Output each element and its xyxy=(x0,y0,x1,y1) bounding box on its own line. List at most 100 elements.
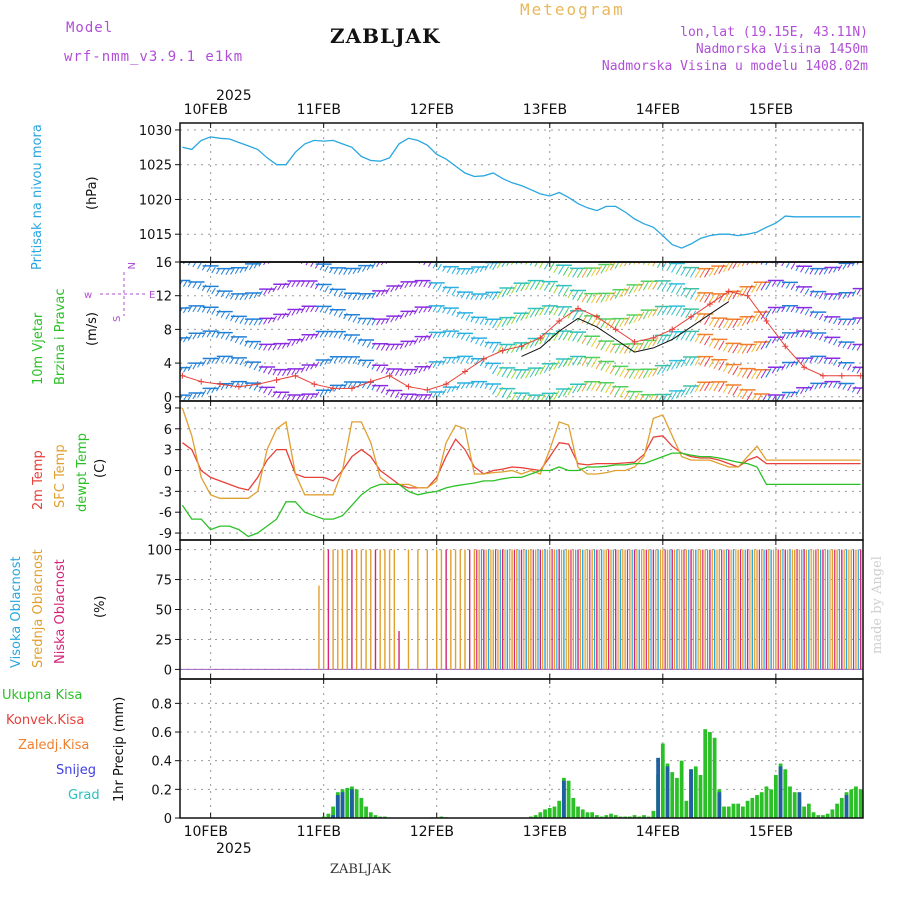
wind-barb xyxy=(586,293,593,303)
wind-barb xyxy=(437,360,442,367)
model-elevation-label: Nadmorska Visina u modelu 1408.02m xyxy=(601,59,868,74)
wind-barb xyxy=(685,331,692,341)
wind-barb xyxy=(277,283,282,291)
wind-barb xyxy=(771,280,777,287)
wind-barb xyxy=(253,262,259,269)
wind-barb xyxy=(183,262,186,265)
wind-mean-line xyxy=(521,301,730,357)
wind-barb xyxy=(501,367,508,378)
pressure-line xyxy=(182,136,861,249)
wind-barb xyxy=(558,358,565,369)
precip-bar xyxy=(821,815,825,818)
wind-gust-mark xyxy=(763,317,770,324)
wind-barb xyxy=(572,331,579,342)
wind-barb xyxy=(619,344,626,354)
precip-bar xyxy=(825,813,830,818)
wind-barb xyxy=(239,317,245,324)
wind-barb xyxy=(605,319,612,329)
temp-line-1 xyxy=(181,407,861,499)
panel-frame xyxy=(179,400,864,541)
wind-barb xyxy=(671,390,678,401)
wind-barb xyxy=(225,292,230,299)
model-name: wrf-nmm_v3.9.1 e1km xyxy=(64,49,244,65)
wind-barb xyxy=(746,343,753,354)
precip-bar xyxy=(609,813,613,818)
wind-barb xyxy=(400,255,404,261)
wind-barb xyxy=(713,359,720,369)
wind-barb xyxy=(432,262,438,269)
wind-gust-mark xyxy=(669,326,676,333)
wind-barb xyxy=(638,369,645,379)
snow-bar xyxy=(331,815,335,818)
wind-barb xyxy=(619,388,626,398)
wind-barb xyxy=(689,331,697,342)
wind-barb xyxy=(694,356,701,366)
wind-barb xyxy=(272,344,277,351)
wind-barb xyxy=(413,308,419,315)
wind-barb xyxy=(399,342,405,349)
wind-barb xyxy=(333,309,339,317)
wind-barb xyxy=(609,291,617,301)
wind-barb xyxy=(685,385,692,396)
wind-barb xyxy=(460,333,466,340)
precip-bar xyxy=(773,775,778,818)
wind-barb xyxy=(525,339,532,350)
wind-gust-mark xyxy=(706,301,713,308)
wind-barb xyxy=(595,381,603,392)
wind-barb xyxy=(567,267,574,277)
y-tick-label: 1030 xyxy=(139,124,172,139)
wind-gust-mark xyxy=(443,381,450,388)
wind-barb xyxy=(253,363,259,371)
wind-barb xyxy=(553,305,560,316)
wind-barb xyxy=(529,280,537,290)
wind-barb xyxy=(553,360,560,370)
wind-barb xyxy=(399,282,405,290)
wind-barb xyxy=(628,284,635,295)
wind-barb xyxy=(437,390,442,397)
wind-barb xyxy=(371,262,376,269)
wind-barb xyxy=(741,262,746,267)
wind-barb xyxy=(446,266,452,274)
wind-barb xyxy=(833,266,838,273)
wind-barb xyxy=(286,281,292,288)
wind-barb xyxy=(856,262,860,265)
wind-barb xyxy=(548,282,555,292)
wind-barb xyxy=(520,262,523,265)
wind-barb xyxy=(324,358,329,365)
wind-barb xyxy=(737,288,744,298)
wind-barb xyxy=(771,366,777,374)
precip-bar xyxy=(585,812,590,818)
wind-barb xyxy=(804,356,810,364)
panels-layer: 10151020102510300481216-9-6-303690255075… xyxy=(139,122,864,827)
wind-barb xyxy=(404,394,409,401)
wind-barb xyxy=(567,356,574,367)
wind-barb xyxy=(347,381,353,389)
wind-barb xyxy=(409,394,414,401)
wind-barb xyxy=(790,305,796,313)
wind-barb xyxy=(296,307,301,315)
pressure-unit: (hPa) xyxy=(85,176,100,210)
day-labels-bottom: 10FEB 11FEB 12FEB 13FEB 14FEB 15FEB xyxy=(184,824,794,840)
wind-barb xyxy=(536,394,541,401)
wind-barb xyxy=(581,292,588,303)
wind-gust-mark xyxy=(217,381,224,388)
wind-barb xyxy=(376,318,381,326)
wind-barb xyxy=(600,318,607,329)
wind-barb xyxy=(501,287,508,298)
wind-barb xyxy=(510,369,518,379)
wind-barb xyxy=(727,364,734,374)
wind-barb xyxy=(737,344,744,354)
wind-barb xyxy=(675,264,683,275)
wind-barb xyxy=(818,356,824,363)
wind-barb xyxy=(562,330,570,341)
wind-barb xyxy=(600,382,607,392)
wind-barb xyxy=(699,356,706,366)
wind-barb xyxy=(823,335,829,343)
product-title: Meteogram xyxy=(520,0,625,19)
wind-barb xyxy=(338,332,343,339)
wind-barb xyxy=(762,394,767,401)
temp-line-2 xyxy=(181,452,861,538)
precip-bar xyxy=(741,806,745,818)
compass-s: S xyxy=(112,316,123,322)
wind-gust-mark xyxy=(650,334,657,341)
